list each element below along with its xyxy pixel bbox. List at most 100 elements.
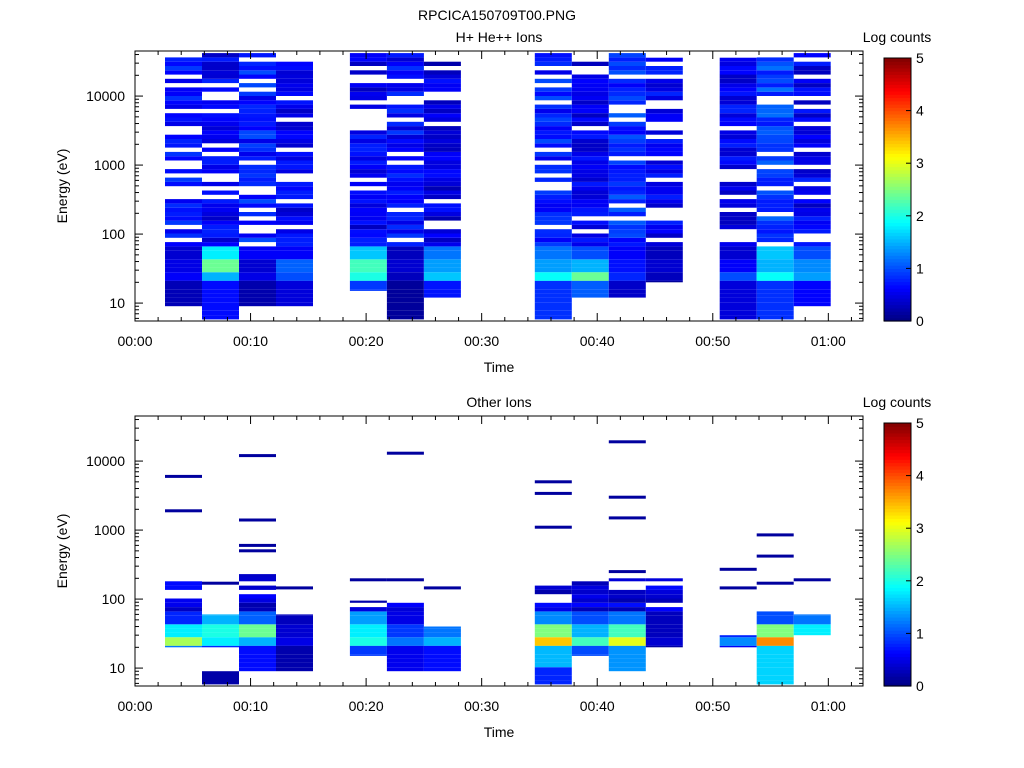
heatmap-cell bbox=[165, 117, 202, 122]
heatmap-cell bbox=[608, 212, 646, 217]
heatmap-cell bbox=[423, 70, 461, 75]
heatmap-cell bbox=[756, 285, 794, 290]
colorbar-swatch bbox=[884, 304, 911, 309]
heatmap-cell bbox=[719, 113, 757, 118]
panel-title: Other Ions bbox=[466, 394, 531, 410]
heatmap-cell bbox=[608, 654, 646, 659]
heatmap-cell bbox=[756, 658, 794, 663]
colorbar-swatch bbox=[884, 163, 911, 168]
sweep-column bbox=[534, 53, 572, 320]
heatmap-cell bbox=[534, 233, 572, 238]
sweep-column bbox=[202, 581, 239, 685]
colorbar-swatch bbox=[884, 281, 911, 286]
colorbar-swatch bbox=[884, 173, 911, 177]
heatmap-cell bbox=[202, 306, 239, 311]
heatmap-cell bbox=[756, 104, 794, 109]
heatmap-cell bbox=[756, 310, 794, 316]
heatmap-cell bbox=[386, 297, 424, 303]
panel-1: 00:00 00:10 00:20 00:30 00:40 00:50 01:0010100… bbox=[54, 29, 931, 375]
heatmap-cell bbox=[756, 255, 794, 260]
heatmap-cell bbox=[756, 680, 794, 685]
heatmap-cell bbox=[756, 130, 794, 135]
heatmap-cell bbox=[571, 581, 609, 586]
heatmap-cell bbox=[608, 190, 646, 195]
heatmap-cell bbox=[202, 280, 239, 285]
heatmap-cell bbox=[793, 87, 831, 92]
heatmap-cell bbox=[239, 620, 276, 625]
x-tick-label: 00:10 bbox=[233, 698, 268, 714]
heatmap-cell bbox=[423, 61, 461, 66]
heatmap-cell bbox=[423, 151, 461, 157]
heatmap-cell bbox=[645, 66, 683, 71]
colorbar-swatch bbox=[884, 495, 911, 500]
heatmap-cell bbox=[202, 250, 239, 255]
heatmap-cell bbox=[534, 602, 572, 608]
heatmap-cell bbox=[423, 289, 461, 294]
heatmap-cell bbox=[719, 250, 757, 255]
heatmap-cell bbox=[386, 611, 424, 616]
heatmap-cell bbox=[423, 237, 461, 243]
y-tick-label: 1000 bbox=[94, 157, 125, 173]
heatmap-cell bbox=[202, 139, 239, 144]
heatmap-cell bbox=[165, 285, 202, 290]
heatmap-cell bbox=[571, 203, 609, 208]
heatmap-cell bbox=[756, 203, 794, 208]
heatmap-cell bbox=[349, 130, 387, 135]
heatmap-cell bbox=[239, 272, 276, 277]
heatmap-cell bbox=[756, 194, 794, 200]
colorbar-swatch bbox=[884, 449, 911, 454]
heatmap-cell bbox=[165, 263, 202, 268]
heatmap-line bbox=[756, 554, 794, 558]
heatmap-cell bbox=[386, 108, 424, 114]
heatmap-cell bbox=[608, 263, 646, 268]
heatmap-cell bbox=[756, 662, 794, 668]
heatmap-cell bbox=[756, 675, 794, 681]
colorbar-frame bbox=[883, 57, 912, 322]
heatmap-cell bbox=[645, 607, 683, 612]
heatmap-cell bbox=[165, 289, 202, 294]
heatmap-cell bbox=[349, 289, 387, 291]
heatmap-cell bbox=[756, 650, 794, 655]
heatmap-cell bbox=[165, 293, 202, 298]
sweep-column bbox=[608, 53, 646, 298]
heatmap-cell bbox=[534, 589, 572, 595]
colorbar-swatch bbox=[884, 212, 911, 217]
heatmap-cell bbox=[165, 212, 202, 217]
sweep-column bbox=[165, 474, 202, 648]
heatmap-cell bbox=[719, 87, 757, 92]
heatmap-cell bbox=[423, 654, 461, 659]
heatmap-cell bbox=[423, 164, 461, 170]
heatmap-cell bbox=[534, 654, 572, 659]
heatmap-cell bbox=[793, 280, 831, 285]
colorbar-swatch bbox=[884, 274, 911, 279]
heatmap-cell bbox=[276, 108, 313, 114]
sweep-column bbox=[202, 53, 239, 320]
heatmap-cell bbox=[202, 126, 239, 131]
heatmap-cell bbox=[202, 121, 239, 127]
heatmap-cell bbox=[534, 61, 572, 66]
colorbar-swatch bbox=[884, 508, 911, 513]
heatmap-cell bbox=[386, 83, 424, 88]
heatmap-cell bbox=[756, 113, 794, 118]
heatmap-line bbox=[608, 495, 646, 499]
heatmap-cell bbox=[571, 61, 609, 66]
heatmap-cell bbox=[534, 78, 572, 84]
heatmap-cell bbox=[423, 255, 461, 260]
colorbar-swatch bbox=[884, 551, 911, 556]
colorbar-swatch bbox=[884, 485, 911, 490]
colorbar-swatch bbox=[884, 166, 911, 171]
heatmap-cell bbox=[276, 297, 313, 303]
heatmap-cell bbox=[202, 66, 239, 71]
x-tick-label: 00:00 bbox=[117, 698, 152, 714]
heatmap-cell bbox=[756, 134, 794, 139]
colorbar-swatch bbox=[884, 455, 911, 460]
heatmap-cell bbox=[165, 620, 202, 625]
heatmap-cell bbox=[608, 285, 646, 290]
heatmap-cell bbox=[793, 199, 831, 204]
heatmap-cell bbox=[608, 607, 646, 612]
colorbar-swatch bbox=[884, 143, 911, 148]
heatmap-cell bbox=[719, 66, 757, 71]
heatmap-cell bbox=[571, 289, 609, 294]
heatmap-cell bbox=[165, 632, 202, 638]
heatmap-cell bbox=[349, 285, 387, 290]
